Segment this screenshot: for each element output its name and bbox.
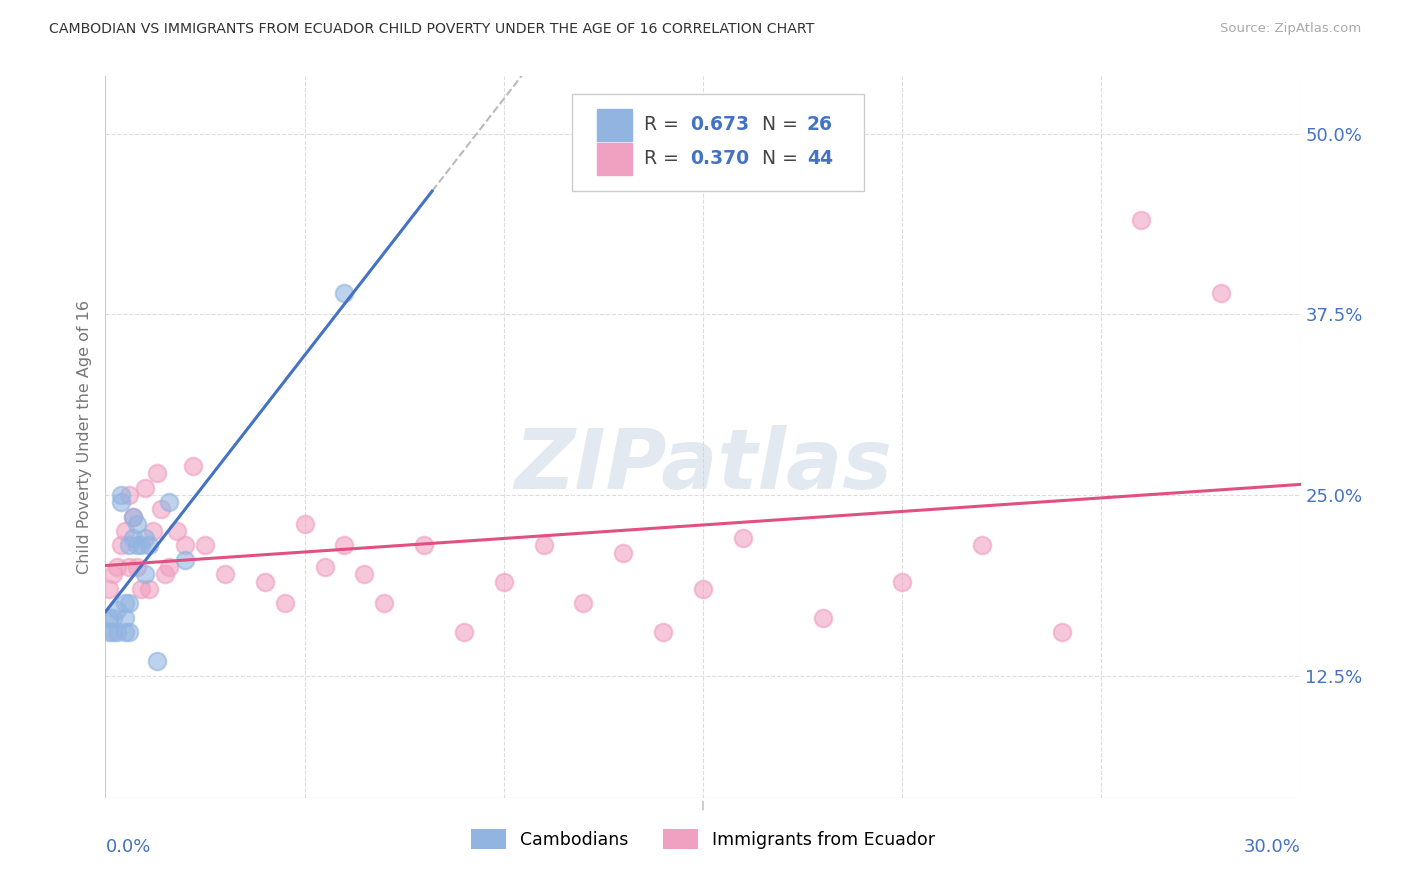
- Point: [492, 574, 515, 589]
- Point: [134, 567, 156, 582]
- Point: [98, 610, 121, 624]
- Point: [166, 524, 188, 538]
- Point: [652, 625, 675, 640]
- Text: 30.0%: 30.0%: [1244, 838, 1301, 856]
- Text: 26: 26: [807, 115, 832, 135]
- Point: [138, 582, 160, 596]
- Point: [110, 488, 132, 502]
- Text: N =: N =: [762, 115, 803, 135]
- Point: [314, 560, 336, 574]
- Point: [107, 625, 129, 640]
- Point: [118, 560, 141, 574]
- Point: [134, 481, 156, 495]
- Point: [127, 516, 149, 531]
- Point: [453, 625, 475, 640]
- Point: [138, 539, 160, 553]
- Point: [273, 596, 295, 610]
- Text: 0.0%: 0.0%: [105, 838, 150, 856]
- Point: [181, 458, 204, 473]
- Point: [373, 596, 395, 610]
- Point: [194, 539, 217, 553]
- Point: [114, 610, 136, 624]
- Legend: Cambodians, Immigrants from Ecuador: Cambodians, Immigrants from Ecuador: [464, 822, 942, 856]
- Point: [146, 466, 169, 480]
- Point: [98, 625, 121, 640]
- Point: [333, 285, 356, 300]
- Point: [612, 546, 634, 560]
- Text: R =: R =: [644, 115, 685, 135]
- Point: [891, 574, 914, 589]
- Text: 0.370: 0.370: [690, 149, 749, 169]
- Point: [127, 539, 149, 553]
- Point: [970, 539, 993, 553]
- Point: [413, 539, 436, 553]
- Point: [118, 596, 141, 610]
- Point: [731, 531, 754, 545]
- Point: [98, 582, 121, 596]
- Text: 0.673: 0.673: [690, 115, 749, 135]
- Point: [107, 560, 129, 574]
- Point: [114, 596, 136, 610]
- Point: [110, 495, 132, 509]
- Text: ZIPatlas: ZIPatlas: [515, 425, 891, 507]
- Point: [122, 531, 145, 545]
- Point: [127, 560, 149, 574]
- Point: [157, 495, 180, 509]
- Point: [107, 603, 129, 617]
- Bar: [596, 143, 633, 175]
- Point: [114, 524, 136, 538]
- Point: [1130, 213, 1153, 227]
- Point: [114, 625, 136, 640]
- Point: [122, 509, 145, 524]
- Point: [157, 560, 180, 574]
- Point: [253, 574, 276, 589]
- Point: [118, 625, 141, 640]
- Text: R =: R =: [644, 149, 685, 169]
- Point: [174, 553, 197, 567]
- Point: [103, 567, 125, 582]
- Point: [572, 596, 595, 610]
- Point: [811, 610, 834, 624]
- Point: [353, 567, 375, 582]
- Point: [692, 582, 714, 596]
- Text: N =: N =: [762, 149, 803, 169]
- Y-axis label: Child Poverty Under the Age of 16: Child Poverty Under the Age of 16: [76, 300, 91, 574]
- Text: 44: 44: [807, 149, 832, 169]
- Text: Source: ZipAtlas.com: Source: ZipAtlas.com: [1220, 22, 1361, 36]
- FancyBboxPatch shape: [571, 94, 865, 192]
- Point: [146, 654, 169, 668]
- Point: [134, 531, 156, 545]
- Point: [174, 539, 197, 553]
- Point: [153, 567, 177, 582]
- Point: [110, 539, 132, 553]
- Point: [118, 539, 141, 553]
- Point: [103, 625, 125, 640]
- Text: CAMBODIAN VS IMMIGRANTS FROM ECUADOR CHILD POVERTY UNDER THE AGE OF 16 CORRELATI: CAMBODIAN VS IMMIGRANTS FROM ECUADOR CHI…: [49, 22, 814, 37]
- Point: [294, 516, 316, 531]
- Bar: [596, 109, 633, 141]
- Point: [214, 567, 236, 582]
- Point: [1050, 625, 1073, 640]
- Point: [103, 610, 125, 624]
- Point: [129, 539, 153, 553]
- Point: [333, 539, 356, 553]
- Point: [1209, 285, 1232, 300]
- Point: [150, 502, 173, 516]
- Point: [533, 539, 555, 553]
- Point: [122, 509, 145, 524]
- Point: [142, 524, 165, 538]
- Point: [118, 488, 141, 502]
- Point: [129, 582, 153, 596]
